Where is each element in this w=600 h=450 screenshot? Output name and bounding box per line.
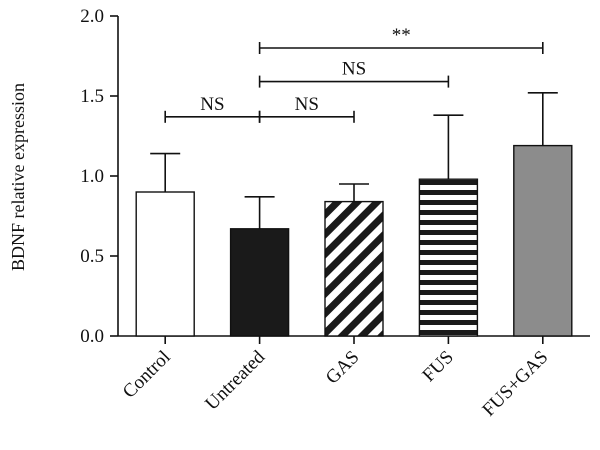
category-label: Untreated <box>201 346 269 414</box>
bar-gas <box>324 200 384 337</box>
category-label: Control <box>119 347 175 403</box>
y-tick-label: 0.0 <box>80 326 104 347</box>
y-tick-label: 2.0 <box>80 6 104 27</box>
bar-untreated <box>229 228 290 337</box>
significance-label: NS <box>342 59 366 80</box>
significance-label: ** <box>392 25 411 46</box>
y-axis-title: BDNF relative expression <box>8 83 28 271</box>
bar-control <box>135 191 195 337</box>
significance-label: NS <box>295 94 319 115</box>
bar-fus <box>418 178 479 337</box>
y-tick-label: 1.0 <box>80 166 104 187</box>
significance-brackets: NS NS NS ** <box>164 25 544 123</box>
significance-label: NS <box>200 94 224 115</box>
bars <box>135 144 573 337</box>
y-tick-label: 0.5 <box>80 246 104 267</box>
bar-fus-gas <box>513 144 573 337</box>
axes: 0.0 0.5 1.0 1.5 2.0 <box>80 6 590 347</box>
category-label: GAS <box>322 347 364 389</box>
category-label: FUS+GAS <box>478 347 552 421</box>
category-labels: Control Untreated GAS FUS FUS+GAS <box>119 336 552 421</box>
category-label: FUS <box>418 347 457 386</box>
error-bars <box>150 92 558 229</box>
y-tick-label: 1.5 <box>80 86 104 107</box>
